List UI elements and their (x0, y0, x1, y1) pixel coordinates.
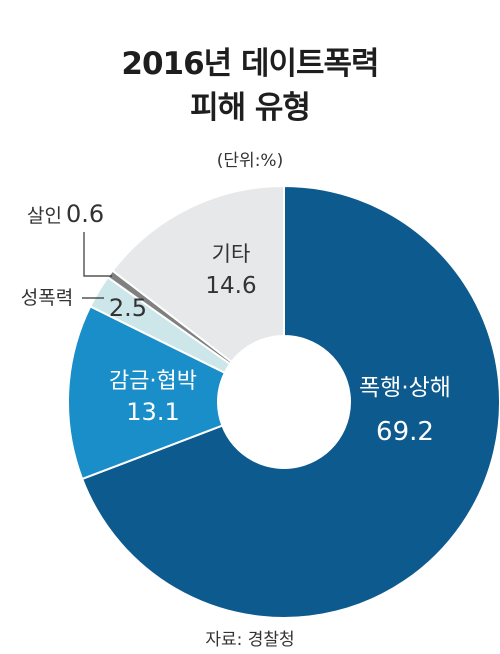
slice-value-sexual-violence: 2.5 (109, 294, 147, 322)
slice-value-assault: 69.2 (376, 417, 434, 447)
chart-title-line2: 피해 유형 (190, 90, 311, 126)
slice-assault (80, 184, 500, 619)
slice-value-other: 14.6 (205, 273, 256, 299)
slice-label-sexual-violence: 성폭력 (21, 287, 73, 309)
slice-other (111, 184, 285, 364)
slice-value-murder: 0.6 (66, 200, 104, 228)
slice-label-assault: 폭행·상해 (359, 375, 451, 401)
leader-line-murder (83, 232, 112, 277)
slice-label-confinement: 감금·협박 (109, 369, 197, 394)
chart-title-line1: 2016년 데이트폭력 (121, 46, 379, 82)
source-label: 자료: 경찰청 (205, 630, 295, 650)
unit-label: (단위:%) (216, 151, 284, 171)
slice-label-murder: 살인 (27, 205, 62, 227)
slice-value-confinement: 13.1 (126, 398, 179, 426)
slice-label-other: 기타 (212, 242, 251, 266)
slice-confinement (67, 305, 227, 481)
